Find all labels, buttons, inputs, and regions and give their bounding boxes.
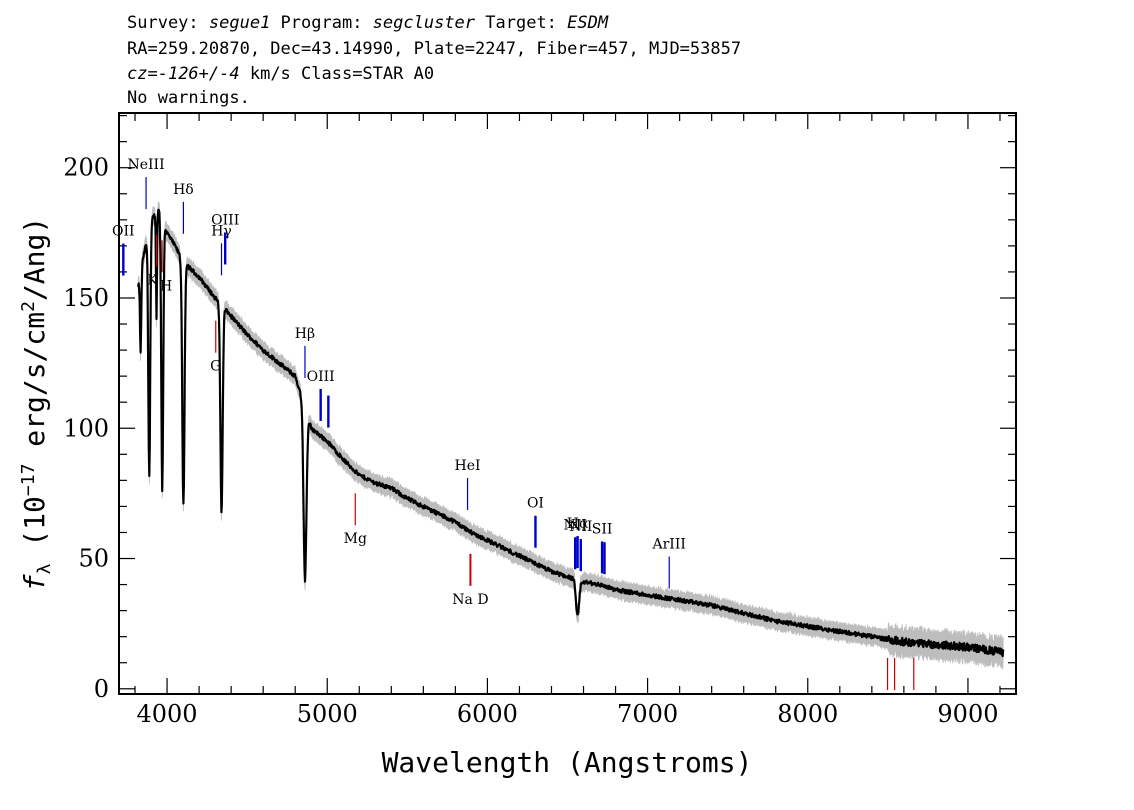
absorption-line-label: H [160, 278, 172, 294]
x-tick-label: 9000 [937, 700, 998, 728]
x-tick-label: 7000 [617, 700, 678, 728]
spectrum-series [137, 208, 1005, 658]
absorption-line-label: Na D [452, 592, 488, 608]
absorption-line-label: G [210, 359, 221, 375]
emission-line-label: OI [527, 496, 544, 512]
emission-line-label: Hγ [211, 223, 232, 239]
x-tick-label: 4000 [137, 700, 198, 728]
emission-line-label: NeIII [127, 157, 164, 173]
absorption-line-label: K [147, 273, 158, 289]
emission-line-label: ArIII [652, 537, 686, 553]
emission-line-label: OII [112, 224, 135, 240]
header-line-4: No warnings. [127, 88, 250, 108]
emission-line-label: OIII [211, 212, 239, 228]
axis-ticks [119, 113, 1016, 694]
error-band [137, 200, 1004, 671]
spectrum-line [137, 208, 1005, 658]
emission-line-label: Hα [567, 516, 589, 532]
emission-line-label: SII [592, 521, 613, 537]
tick-labels: 4000 5000 6000 7000 8000 9000 0 50 100 150 200 [63, 154, 998, 728]
y-tick-label: 200 [63, 154, 109, 182]
emission-line-label: OIII [307, 369, 335, 385]
y-tick-label: 100 [63, 414, 109, 442]
x-tick-label: 5000 [297, 700, 358, 728]
y-tick-label: 0 [94, 675, 109, 703]
emission-line-label: NII [569, 519, 592, 535]
header-line-3: cz=-126+/-4 km/s Class=STAR A0 [127, 64, 434, 84]
x-axis-label: Wavelength (Angstroms) [382, 746, 753, 779]
emission-line-label: Hδ [173, 182, 194, 198]
header-line-2: RA=259.20870, Dec=43.14990, Plate=2247, … [127, 39, 741, 59]
y-tick-label: 150 [63, 284, 109, 312]
header-line-1: Survey: segue1 Program: segcluster Targe… [127, 13, 609, 33]
emission-line-label: Hβ [295, 326, 315, 342]
plot-frame [118, 112, 1017, 695]
emission-line-label: NII [564, 517, 587, 533]
y-tick-label: 50 [78, 545, 109, 573]
absorption-line-label: Mg [344, 531, 367, 547]
error-band-area [137, 200, 1004, 671]
y-axis-label: fλ (10−17 erg/s/cm2/Ang) [18, 217, 55, 592]
x-tick-label: 8000 [777, 700, 838, 728]
x-tick-label: 6000 [457, 700, 518, 728]
emission-line-label: HeI [455, 458, 481, 474]
